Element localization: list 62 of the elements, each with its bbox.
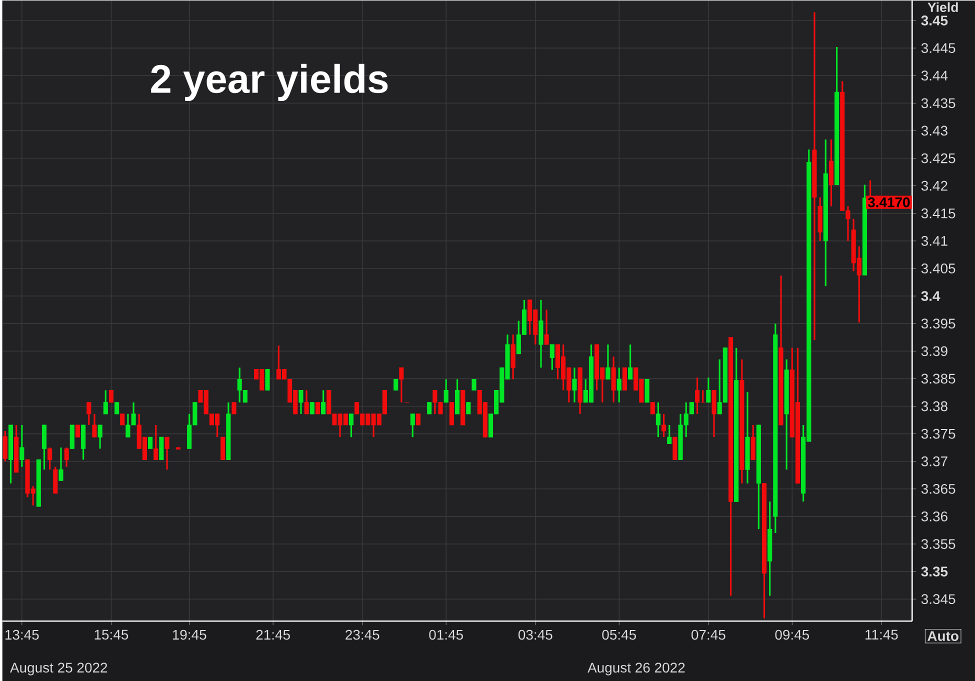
y-tick-label: 3.365: [921, 484, 956, 494]
y-tick-label: 3.375: [921, 428, 956, 439]
y-tick-label: 3.345: [921, 594, 956, 604]
y-tick-label: 3.39: [921, 346, 948, 356]
x-tick-label: 09:45: [775, 630, 810, 640]
y-tick-label: 3.405: [921, 264, 956, 274]
candlestick: [75, 424, 80, 438]
candlestick: [466, 402, 471, 415]
candlestick: [650, 402, 655, 415]
y-tick-label: 3.395: [921, 318, 956, 329]
y-axis-title: Yield: [928, 2, 958, 12]
candlestick: [449, 402, 454, 426]
candlestick: [460, 389, 466, 426]
candlestick: [120, 413, 125, 426]
candlestick: [265, 369, 270, 391]
y-tick-label: 3.35: [921, 566, 948, 577]
candlestick: [108, 389, 114, 404]
candlestick: [70, 424, 74, 450]
candlestick: [36, 458, 41, 508]
candlestick: [427, 402, 432, 415]
y-tick-label: 3.38: [921, 401, 948, 412]
candlestick: [472, 378, 476, 391]
y-tick-label: 3.425: [921, 153, 956, 164]
y-tick-label: 3.37: [921, 456, 948, 466]
x-tick-label: 21:45: [256, 630, 290, 640]
x-tick-label: 05:45: [602, 630, 636, 640]
y-tick-label: 3.4: [921, 291, 940, 301]
candlestick: [416, 413, 420, 426]
y-tick-label: 3.43: [921, 126, 948, 136]
y-tick-label: 3.445: [921, 43, 956, 54]
y-tick-label: 3.415: [921, 208, 956, 218]
x-tick-label: 11:45: [866, 630, 898, 640]
annotation: 3.4170: [868, 197, 910, 208]
x-tick-label: 03:45: [518, 630, 552, 640]
x-tick-label: 15:45: [94, 630, 128, 640]
x-tick-label: 13:45: [6, 630, 39, 640]
y-tick-label: 3.42: [921, 180, 948, 191]
candlestick: [672, 436, 678, 460]
candlestick: [315, 402, 320, 415]
y-tick-label: 3.355: [921, 539, 956, 549]
y-tick-label: 3.45: [921, 16, 948, 26]
candlestick: [644, 378, 650, 404]
candlestick: [114, 402, 120, 415]
text: 2 year yields: [151, 64, 388, 102]
candlestick: [310, 402, 314, 415]
candlestick: [394, 378, 398, 391]
y-tick-label: 3.435: [921, 98, 956, 108]
text: Auto: [928, 631, 958, 641]
x-tick-label: 19:45: [172, 630, 206, 640]
candlestick: [220, 436, 226, 460]
x-tick-label: 01:45: [429, 630, 463, 640]
y-tick-label: 3.44: [921, 70, 948, 81]
text: August 26 2022: [588, 662, 685, 676]
candlestick: [148, 436, 153, 450]
x-tick-label: 07:45: [692, 630, 726, 640]
y-tick-label: 3.36: [921, 512, 948, 522]
text: August 25 2022: [10, 662, 108, 676]
candlestick: [159, 436, 164, 460]
candlestick: [232, 402, 236, 415]
y-tick-label: 3.41: [921, 236, 948, 246]
y-tick-label: 3.385: [921, 374, 956, 384]
x-tick-label: 23:45: [346, 630, 380, 640]
